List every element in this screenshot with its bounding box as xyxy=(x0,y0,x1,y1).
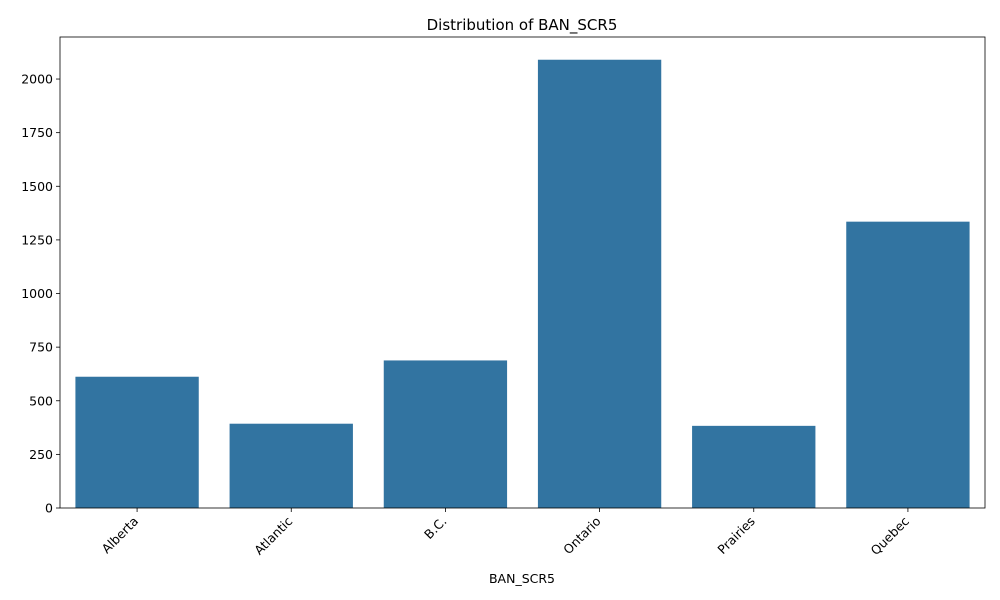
y-axis: 0 250 500 750 1000 1250 1500 1750 2000 xyxy=(21,72,60,516)
y-tick-label: 750 xyxy=(29,340,53,355)
x-axis: Alberta Atlantic B.C. Ontario Prairies Quebec xyxy=(99,508,913,558)
y-tick-label: 0 xyxy=(45,501,53,516)
plot-frame xyxy=(59,36,986,509)
y-tick-label: 1250 xyxy=(21,232,53,247)
x-tick-label: B.C. xyxy=(421,514,449,542)
bar-prairies xyxy=(692,425,816,508)
bar-quebec xyxy=(846,221,970,508)
x-tick-label: Prairies xyxy=(714,514,757,557)
x-tick-label: Ontario xyxy=(560,514,604,558)
bar-b-c xyxy=(383,360,508,508)
y-tick-label: 1500 xyxy=(21,179,53,194)
y-tick-label: 250 xyxy=(29,447,53,462)
x-tick-label: Alberta xyxy=(99,514,142,557)
bar-alberta xyxy=(75,376,199,508)
bar-atlantic xyxy=(229,423,353,508)
x-axis-title: BAN_SCR5 xyxy=(489,571,555,586)
x-tick-label: Atlantic xyxy=(251,513,295,557)
bar-ontario xyxy=(537,59,662,508)
y-tick-label: 2000 xyxy=(21,72,53,87)
y-tick-label: 1000 xyxy=(21,286,53,301)
chart-title: Distribution of BAN_SCR5 xyxy=(427,16,618,35)
y-tick-label: 500 xyxy=(29,393,53,408)
y-tick-label: 1750 xyxy=(21,125,53,140)
x-tick-label: Quebec xyxy=(868,513,913,558)
bars-group xyxy=(75,59,970,508)
